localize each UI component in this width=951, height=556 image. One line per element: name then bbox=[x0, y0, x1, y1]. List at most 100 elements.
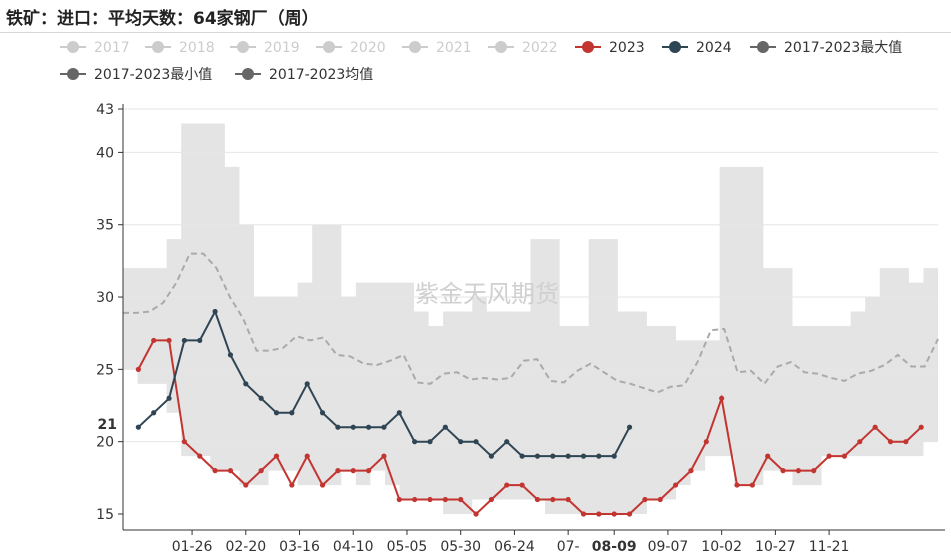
point-2023-7 bbox=[243, 482, 249, 488]
point-2024-10 bbox=[289, 410, 295, 416]
page-title: 铁矿：进口：平均天数：64家钢厂（周） bbox=[6, 9, 319, 29]
point-2023-51 bbox=[918, 424, 924, 430]
legend-label: 2021 bbox=[436, 40, 472, 56]
legend-symbol bbox=[237, 41, 249, 53]
legend-item-2023[interactable]: 2023 bbox=[575, 40, 645, 56]
point-2023-17 bbox=[396, 496, 402, 503]
point-2023-2 bbox=[166, 337, 172, 344]
point-2024-16 bbox=[381, 424, 387, 430]
legend-item-2024[interactable]: 2024 bbox=[662, 40, 732, 56]
point-2023-37 bbox=[703, 439, 709, 445]
point-2023-49 bbox=[887, 439, 894, 445]
point-2023-45 bbox=[826, 453, 832, 459]
legend-symbol bbox=[669, 41, 681, 53]
series-2024[interactable] bbox=[135, 308, 633, 459]
point-2023-29 bbox=[580, 511, 587, 517]
x-tick-label-8: 08-09 bbox=[592, 539, 637, 555]
y-tick-label-25: 25 bbox=[96, 362, 114, 378]
point-2024-0 bbox=[135, 424, 141, 430]
point-2023-11 bbox=[304, 453, 310, 459]
y-tick-label-43: 43 bbox=[96, 102, 114, 118]
point-2023-3 bbox=[181, 439, 187, 445]
legend-item-2019[interactable]: 2019 bbox=[230, 40, 300, 56]
legend-symbol bbox=[242, 68, 254, 80]
x-tick-label-3: 04-10 bbox=[333, 539, 374, 555]
point-2024-7 bbox=[243, 381, 249, 387]
legend-label: 2023 bbox=[609, 40, 645, 56]
point-2023-23 bbox=[488, 496, 494, 503]
legend-label: 2024 bbox=[696, 40, 732, 56]
point-2023-12 bbox=[319, 482, 326, 488]
legend-label: 2017-2023均值 bbox=[269, 67, 373, 83]
point-2023-50 bbox=[903, 439, 909, 445]
point-2023-32 bbox=[626, 511, 633, 517]
point-2024-26 bbox=[534, 453, 541, 459]
point-2024-20 bbox=[442, 424, 448, 430]
point-2023-25 bbox=[519, 482, 525, 488]
point-2023-28 bbox=[565, 496, 571, 503]
legend-symbol bbox=[582, 41, 594, 53]
point-2024-4 bbox=[197, 337, 203, 344]
point-2024-8 bbox=[258, 395, 264, 401]
point-2024-31 bbox=[611, 453, 617, 459]
point-2023-24 bbox=[504, 482, 510, 488]
legend-item-2017[interactable]: 2017 bbox=[60, 40, 130, 56]
point-2024-5 bbox=[212, 308, 218, 315]
legend-item-2017-2023最小值[interactable]: 2017-2023最小值 bbox=[60, 67, 212, 83]
legend-item-2022[interactable]: 2022 bbox=[488, 40, 558, 56]
point-2023-0 bbox=[135, 366, 141, 372]
point-2023-8 bbox=[258, 468, 264, 474]
point-2023-44 bbox=[811, 468, 817, 474]
point-2023-4 bbox=[197, 453, 203, 459]
series-2023[interactable] bbox=[135, 337, 924, 517]
point-2024-28 bbox=[565, 453, 571, 459]
point-2023-41 bbox=[765, 453, 771, 459]
x-tick-label-1: 02-20 bbox=[225, 539, 266, 555]
point-2023-5 bbox=[212, 468, 218, 474]
point-2023-9 bbox=[273, 453, 280, 459]
point-2024-1 bbox=[151, 410, 157, 416]
point-2023-35 bbox=[673, 482, 679, 488]
legend[interactable]: 2017 2018 2019 2020 2021 2022 2023 2024 2017-202… bbox=[60, 40, 902, 83]
x-tick-label-6: 06-24 bbox=[494, 539, 535, 555]
point-2023-26 bbox=[534, 496, 541, 503]
point-2024-2 bbox=[166, 395, 172, 401]
point-2023-16 bbox=[381, 453, 387, 459]
legend-symbol bbox=[409, 41, 421, 53]
legend-symbol bbox=[152, 41, 164, 53]
legend-label: 2020 bbox=[350, 40, 386, 56]
legend-label: 2017-2023最大值 bbox=[784, 40, 902, 56]
legend-label: 2018 bbox=[179, 40, 215, 56]
legend-item-2018[interactable]: 2018 bbox=[145, 40, 215, 56]
point-2023-46 bbox=[841, 453, 848, 459]
x-tick-label-11: 10-27 bbox=[755, 539, 796, 555]
legend-item-2017-2023最大值[interactable]: 2017-2023最大值 bbox=[750, 40, 902, 56]
x-tick-label-5: 05-30 bbox=[440, 539, 481, 555]
point-2024-24 bbox=[504, 439, 510, 445]
point-2023-21 bbox=[458, 496, 464, 503]
point-2024-18 bbox=[412, 439, 418, 445]
point-2024-22 bbox=[473, 439, 479, 445]
legend-item-2017-2023均值[interactable]: 2017-2023均值 bbox=[235, 67, 373, 83]
point-2023-39 bbox=[734, 482, 740, 488]
point-2024-14 bbox=[350, 424, 356, 430]
legend-item-2021[interactable]: 2021 bbox=[402, 40, 472, 56]
point-2024-17 bbox=[396, 410, 402, 416]
point-2023-14 bbox=[350, 468, 356, 474]
y-tick-label-20: 20 bbox=[96, 435, 114, 451]
legend-label: 2017 bbox=[94, 40, 130, 56]
legend-symbol bbox=[323, 41, 335, 53]
grid-lines bbox=[123, 108, 938, 443]
x-tick-label-4: 05-05 bbox=[387, 539, 428, 555]
y-pointer-label: 21 bbox=[98, 417, 117, 433]
y-tick-label-40: 40 bbox=[96, 145, 114, 161]
legend-label: 2017-2023最小值 bbox=[94, 67, 212, 83]
legend-item-2020[interactable]: 2020 bbox=[316, 40, 386, 56]
point-2024-13 bbox=[335, 424, 341, 430]
y-tick-label-30: 30 bbox=[96, 290, 114, 306]
point-2024-9 bbox=[273, 410, 280, 416]
point-2023-20 bbox=[442, 496, 448, 503]
point-2024-25 bbox=[519, 453, 525, 459]
point-2023-6 bbox=[227, 468, 234, 474]
